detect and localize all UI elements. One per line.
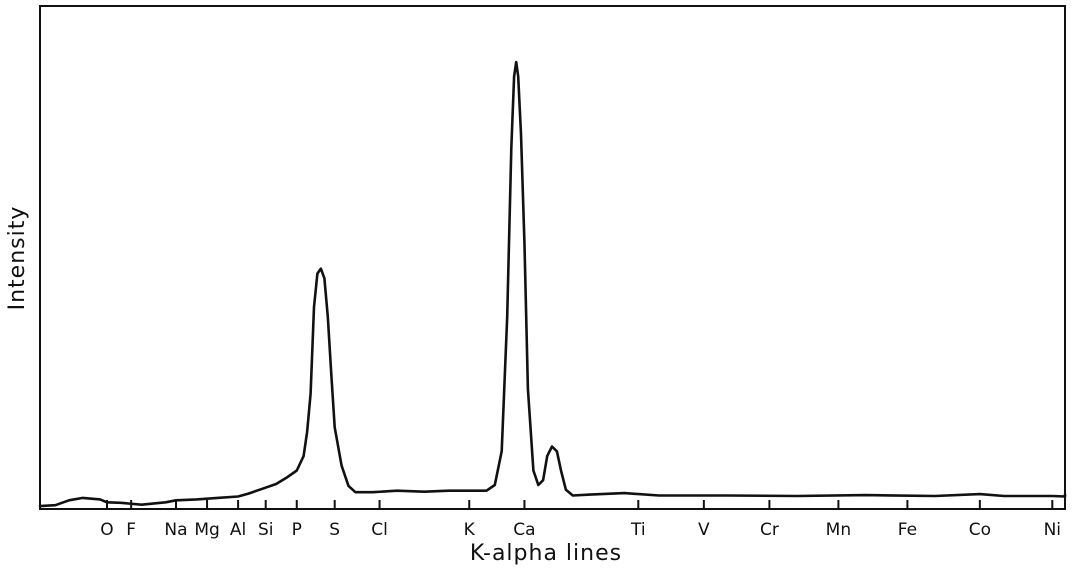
x-tick-label-si: Si: [258, 520, 274, 540]
x-tick-label-al: Al: [230, 520, 246, 540]
x-tick-label-ca: Ca: [513, 520, 535, 540]
x-tick-label-mn: Mn: [826, 520, 851, 540]
x-ticks: [106, 500, 1054, 509]
x-tick-label-f: F: [126, 520, 136, 540]
x-tick-label-s: S: [329, 520, 340, 540]
x-tick-label-co: Co: [969, 520, 991, 540]
x-tick-labels: O F Na Mg Al Si P S Cl K Ca Ti V Cr Mn Fe Co Ni: [100, 520, 1061, 540]
x-tick-label-v: V: [698, 520, 710, 540]
x-tick-label-fe: Fe: [898, 520, 917, 540]
x-tick-label-mg: Mg: [194, 520, 219, 540]
plot-frame: [39, 5, 1066, 510]
x-tick-label-na: Na: [164, 520, 187, 540]
x-axis-label: K-alpha lines: [470, 541, 622, 566]
x-tick-label-p: P: [292, 520, 302, 540]
x-tick-label-o: O: [100, 520, 113, 540]
spectrum-line: [38, 60, 1067, 508]
x-tick-label-ni: Ni: [1044, 520, 1061, 540]
y-axis-label: Intensity: [5, 206, 30, 311]
x-tick-label-cl: Cl: [371, 520, 388, 540]
x-tick-label-k: K: [464, 520, 476, 540]
x-tick-label-ti: Ti: [630, 520, 646, 540]
x-tick-label-cr: Cr: [760, 520, 779, 540]
